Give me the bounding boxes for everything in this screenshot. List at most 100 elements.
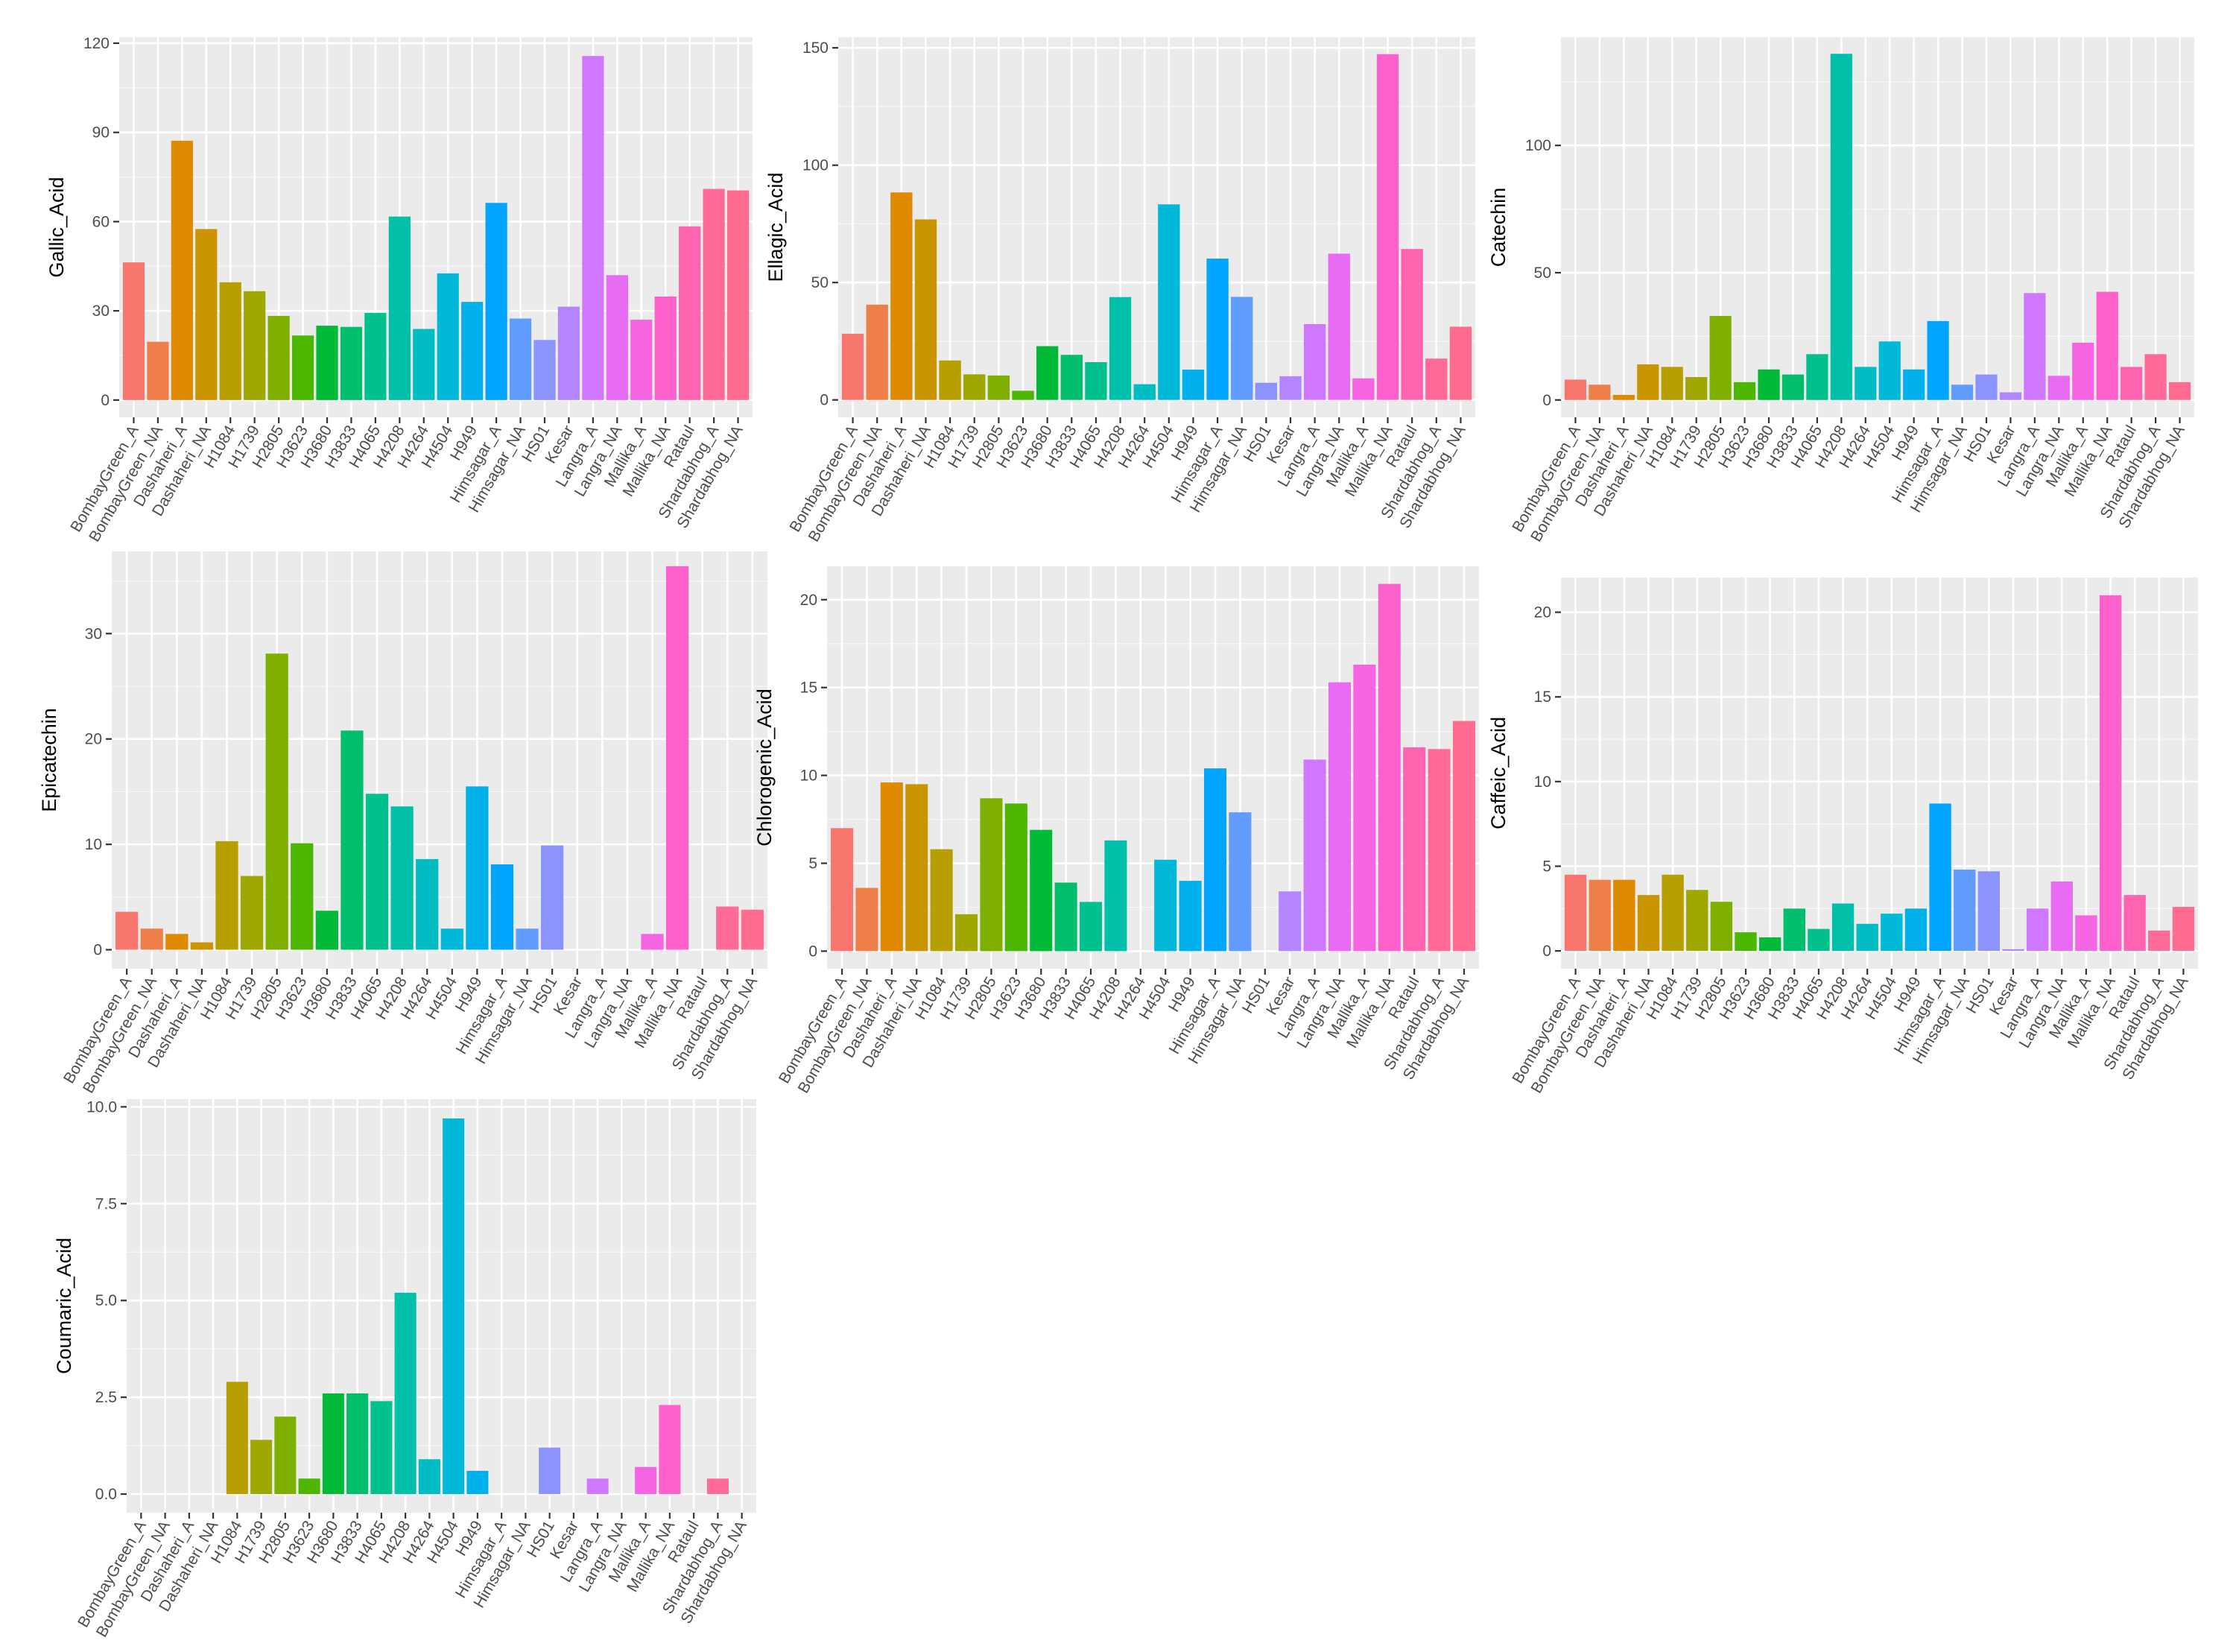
bar-BombayGreen_NA (147, 341, 169, 400)
bar-HS01 (539, 1447, 561, 1495)
bar-H1739 (954, 914, 978, 952)
bar-HS01 (533, 340, 556, 400)
chart-panel-5: 05101520BombayGreen_ABombayGreen_NADasha… (753, 566, 1479, 1096)
bar-H3833 (341, 730, 364, 950)
bar-H4208 (1104, 840, 1127, 952)
bar-H3623 (291, 843, 314, 950)
bar-H4065 (1808, 928, 1830, 952)
bar-Mallika_A (635, 1466, 657, 1495)
bar-HS01 (541, 845, 564, 950)
chart-panel-7: 0.02.55.07.510.0BombayGreen_ABombayGreen… (53, 1098, 756, 1640)
plot-background (838, 37, 1475, 417)
bar-H1084 (1661, 367, 1683, 400)
y-tick-label: 0 (101, 392, 110, 409)
y-tick-label: 0 (1542, 392, 1551, 409)
bar-H3833 (1783, 908, 1805, 952)
bar-Mallika_NA (1378, 583, 1401, 952)
bar-H1084 (939, 360, 961, 400)
bar-H949 (1903, 369, 1925, 400)
bar-Himsagar_A (490, 864, 514, 950)
y-tick-label: 0 (820, 392, 829, 409)
bar-H4504 (1881, 914, 1903, 952)
y-tick-label: 5 (1542, 858, 1551, 876)
y-tick-label: 15 (800, 680, 817, 697)
bar-Shardabhog_NA (1449, 326, 1472, 400)
bar-Rataul (1403, 747, 1426, 952)
bar-H4065 (364, 312, 387, 400)
bar-H3680 (1758, 369, 1780, 400)
bar-Himsagar_NA (1229, 812, 1252, 952)
bar-Shardabhog_NA (741, 909, 764, 950)
bar-BombayGreen_NA (1589, 879, 1611, 952)
bar-H1084 (219, 282, 241, 400)
bar-H1739 (244, 291, 266, 400)
y-tick-label: 5 (808, 855, 817, 873)
bar-H2805 (987, 375, 1010, 400)
bar-Shardabhog_A (706, 1478, 729, 1495)
bar-Himsagar_A (485, 203, 507, 400)
bar-Himsagar_NA (1951, 384, 1974, 400)
bar-H2805 (267, 315, 290, 400)
bar-H4208 (1830, 54, 1852, 400)
bar-H1084 (930, 849, 953, 952)
bar-Mallika_A (1353, 665, 1376, 952)
bar-Kesar (1999, 392, 2022, 400)
bar-Mallika_NA (654, 296, 677, 400)
bar-Dashaheri_NA (190, 942, 214, 950)
bar-Shardabhog_A (716, 906, 739, 950)
y-tick-label: 10.0 (86, 1098, 117, 1115)
bar-H4065 (1079, 902, 1103, 952)
y-tick-label: 60 (92, 213, 110, 230)
bar-H1084 (226, 1382, 248, 1495)
y-axis-title: Catechin (1487, 188, 1510, 268)
bar-Kesar (557, 306, 580, 400)
y-tick-label: 7.5 (95, 1195, 117, 1212)
bar-H3623 (1733, 382, 1756, 400)
bar-BombayGreen_NA (1589, 384, 1611, 400)
bar-Mallika_NA (1376, 54, 1399, 400)
bar-Rataul (1401, 249, 1423, 400)
bar-Himsagar_A (1927, 320, 1949, 400)
bar-H949 (461, 302, 484, 400)
bar-Langra_A (1303, 759, 1326, 952)
bar-H1739 (1686, 890, 1708, 952)
bar-Shardabhog_A (1428, 749, 1451, 952)
bar-Dashaheri_A (880, 782, 903, 952)
bar-Langra_NA (1328, 253, 1350, 400)
y-axis-title: Ellagic_Acid (764, 172, 787, 282)
bar-H4065 (1085, 361, 1107, 400)
bar-H4504 (1158, 204, 1180, 400)
y-tick-label: 0 (93, 942, 102, 959)
bar-Kesar (2002, 949, 2024, 952)
bar-Mallika_A (2075, 915, 2097, 952)
bar-HS01 (1977, 871, 2001, 952)
bar-H4264 (418, 1459, 440, 1495)
bar-BombayGreen_NA (140, 928, 163, 950)
bar-H2805 (274, 1417, 297, 1495)
y-tick-label: 30 (85, 625, 102, 642)
bar-Shardabhog_A (703, 189, 725, 400)
bar-Shardabhog_NA (726, 190, 750, 400)
bar-H3680 (316, 326, 338, 400)
bar-H1739 (240, 876, 264, 950)
bar-BombayGreen_NA (855, 887, 878, 952)
bar-H4065 (1806, 354, 1828, 400)
y-tick-label: 10 (1534, 773, 1551, 791)
bar-Langra_A (1303, 323, 1326, 400)
bar-H3680 (1030, 829, 1053, 952)
bar-H3833 (340, 326, 363, 400)
bar-H949 (1904, 908, 1928, 952)
bar-Langra_NA (2050, 881, 2073, 952)
y-tick-label: 50 (811, 274, 829, 291)
bar-H3623 (1012, 390, 1034, 400)
bar-Shardabhog_NA (2168, 382, 2191, 400)
bar-H4065 (370, 1401, 393, 1495)
bar-Mallika_NA (665, 566, 689, 950)
bar-Shardabhog_A (1425, 358, 1448, 400)
y-tick-label: 100 (802, 157, 829, 174)
bar-BombayGreen_A (122, 262, 145, 400)
bar-H3623 (298, 1478, 320, 1495)
bar-H4208 (388, 216, 411, 400)
bar-H4264 (1856, 923, 1878, 952)
